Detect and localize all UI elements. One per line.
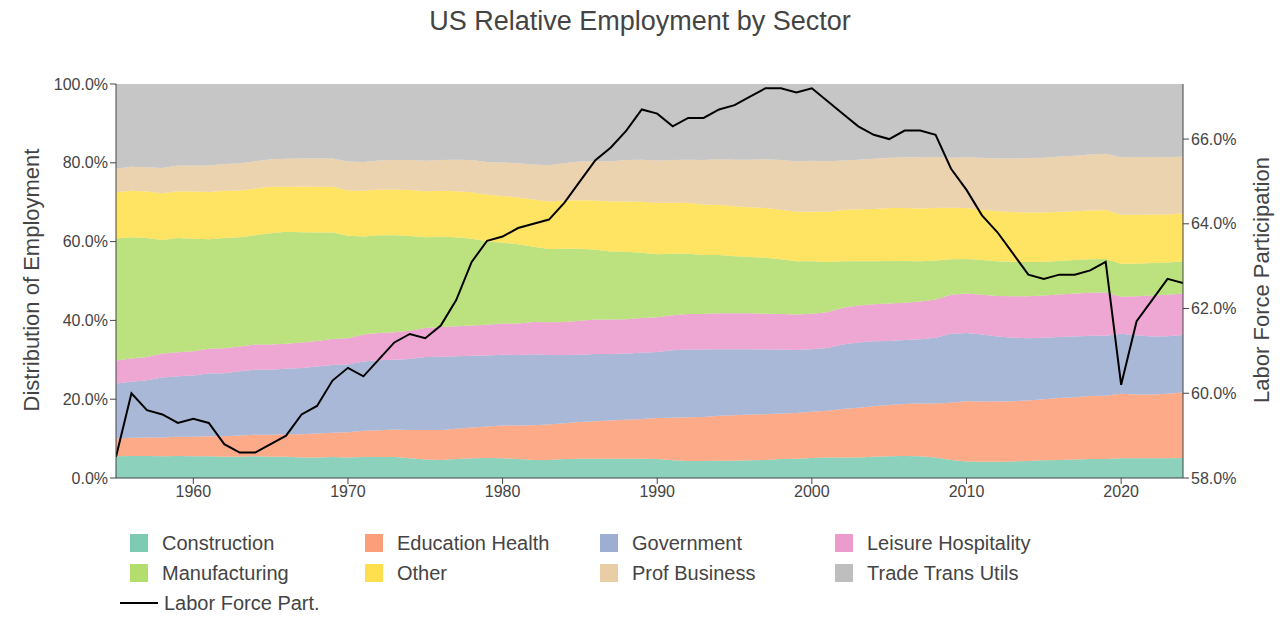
html-text:Government: Government [632,531,743,554]
svg-text:40.0%: 40.0% [63,312,108,329]
svg-text:1980: 1980 [485,483,521,500]
svg-text:1990: 1990 [639,483,675,500]
html-text:Construction: Construction [162,531,275,554]
html-text:Other: Other [397,561,447,584]
svg-text:2020: 2020 [1103,483,1139,500]
html-text:US Relative Employment by Sect: US Relative Employment by Sector [429,6,851,36]
svg-text:2000: 2000 [794,483,830,500]
svg-text:2010: 2010 [949,483,985,500]
svg-text:20.0%: 20.0% [63,391,108,408]
html-text:Leisure Hospitality: Leisure Hospitality [867,531,1031,554]
html-text:Labor Force Part.: Labor Force Part. [164,591,320,614]
svg-text:1960: 1960 [176,483,212,500]
svg-text:60.0%: 60.0% [63,233,108,250]
svg-text:62.0%: 62.0% [1191,300,1236,317]
svg-text:100.0%: 100.0% [54,76,108,93]
svg-text:80.0%: 80.0% [63,154,108,171]
html-text:Manufacturing: Manufacturing [162,561,289,584]
svg-text:66.0%: 66.0% [1191,131,1236,148]
html-text:Distribution of Employment: Distribution of Employment [19,148,44,412]
svg-text:0.0%: 0.0% [72,470,108,487]
html-text:Prof Business: Prof Business [632,561,756,584]
svg-text:58.0%: 58.0% [1191,470,1236,487]
svg-text:64.0%: 64.0% [1191,215,1236,232]
svg-text:1970: 1970 [330,483,366,500]
html-text:Trade Trans Utils: Trade Trans Utils [867,561,1019,584]
svg-text:60.0%: 60.0% [1191,385,1236,402]
html-text:Labor Force Participation: Labor Force Participation [1249,157,1274,403]
html-text:Education Health: Education Health [397,531,550,554]
